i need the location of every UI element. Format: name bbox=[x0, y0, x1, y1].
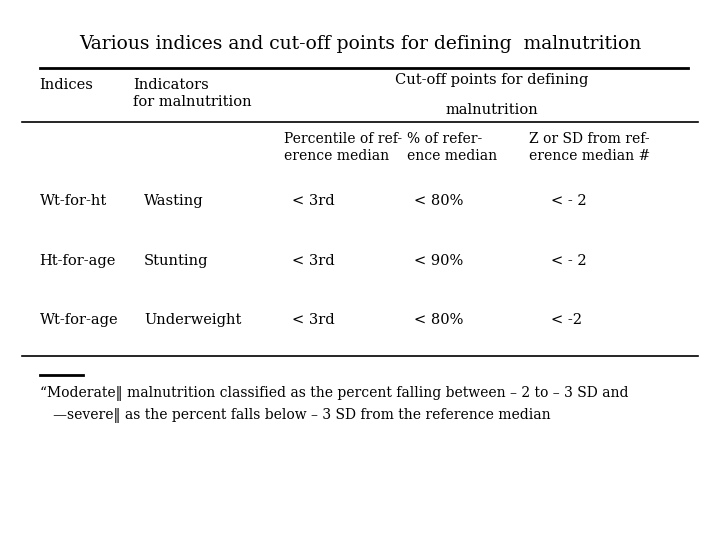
Text: Percentile of ref-
erence median: Percentile of ref- erence median bbox=[284, 132, 402, 163]
Text: < 3rd: < 3rd bbox=[292, 254, 334, 268]
Text: —severe‖ as the percent falls below – 3 SD from the reference median: —severe‖ as the percent falls below – 3 … bbox=[40, 408, 550, 423]
Text: < - 2: < - 2 bbox=[551, 194, 586, 208]
Text: < -2: < -2 bbox=[551, 313, 582, 327]
Text: < 3rd: < 3rd bbox=[292, 194, 334, 208]
Text: “Moderate‖ malnutrition classified as the percent falling between – 2 to – 3 SD : “Moderate‖ malnutrition classified as th… bbox=[40, 386, 628, 401]
Text: Indices: Indices bbox=[40, 78, 94, 92]
Text: < - 2: < - 2 bbox=[551, 254, 586, 268]
Text: < 90%: < 90% bbox=[414, 254, 463, 268]
Text: Various indices and cut-off points for defining  malnutrition: Various indices and cut-off points for d… bbox=[79, 35, 641, 53]
Text: Z or SD from ref-
erence median #: Z or SD from ref- erence median # bbox=[529, 132, 650, 163]
Text: Cut-off points for defining: Cut-off points for defining bbox=[395, 73, 588, 87]
Text: Stunting: Stunting bbox=[144, 254, 209, 268]
Text: Ht-for-age: Ht-for-age bbox=[40, 254, 116, 268]
Text: Wasting: Wasting bbox=[144, 194, 204, 208]
Text: Wt-for-age: Wt-for-age bbox=[40, 313, 118, 327]
Text: malnutrition: malnutrition bbox=[445, 103, 538, 117]
Text: < 80%: < 80% bbox=[414, 313, 464, 327]
Text: % of refer-
ence median: % of refer- ence median bbox=[407, 132, 497, 163]
Text: Indicators
for malnutrition: Indicators for malnutrition bbox=[133, 78, 252, 109]
Text: Underweight: Underweight bbox=[144, 313, 241, 327]
Text: < 80%: < 80% bbox=[414, 194, 464, 208]
Text: < 3rd: < 3rd bbox=[292, 313, 334, 327]
Text: Wt-for-ht: Wt-for-ht bbox=[40, 194, 107, 208]
